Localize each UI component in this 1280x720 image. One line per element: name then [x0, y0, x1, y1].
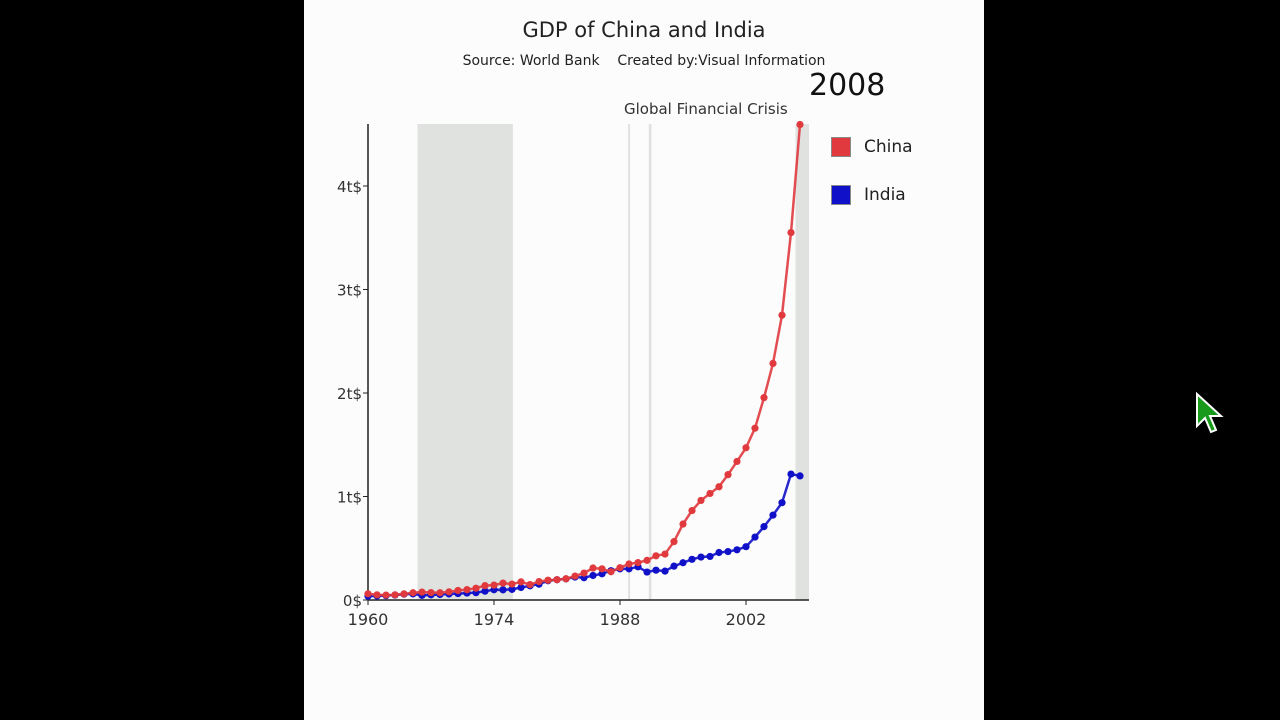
- data-point-china: [382, 591, 390, 599]
- legend-swatch-india: [831, 185, 851, 205]
- data-point-china: [661, 550, 669, 558]
- data-point-china: [634, 559, 642, 567]
- data-point-india: [499, 586, 507, 594]
- data-point-india: [742, 543, 750, 551]
- data-point-china: [400, 590, 408, 598]
- data-point-china: [769, 359, 777, 367]
- data-point-china: [553, 576, 561, 584]
- data-point-china: [616, 564, 624, 572]
- legend-item-india: India: [831, 185, 906, 205]
- shaded-period: [417, 124, 513, 600]
- legend-label-china: China: [864, 137, 913, 157]
- shaded-period: [795, 124, 809, 600]
- data-point-india: [724, 547, 732, 556]
- data-point-india: [715, 548, 723, 557]
- data-point-china: [454, 586, 462, 595]
- data-point-china: [463, 586, 471, 594]
- data-point-china: [697, 496, 705, 505]
- data-point-china: [679, 520, 687, 528]
- data-point-china: [760, 394, 768, 402]
- data-point-china: [778, 311, 786, 319]
- shaded-period: [648, 124, 652, 600]
- data-point-china: [751, 424, 759, 432]
- annotation-label: Global Financial Crisis: [624, 100, 788, 118]
- data-point-china: [670, 538, 678, 546]
- x-tick-label: 2002: [726, 610, 767, 629]
- data-point-china: [526, 580, 534, 589]
- data-point-india: [778, 499, 786, 507]
- data-point-india: [769, 511, 777, 519]
- data-point-china: [508, 580, 516, 588]
- data-point-china: [652, 552, 660, 560]
- data-point-china: [544, 576, 552, 584]
- data-point-china: [607, 568, 615, 576]
- data-point-india: [517, 583, 525, 592]
- legend-swatch-china: [831, 137, 851, 157]
- data-point-china: [688, 506, 696, 515]
- data-point-india: [481, 587, 489, 595]
- chart-panel: GDP of China and India Source: World Ban…: [304, 0, 984, 720]
- data-point-china: [589, 564, 597, 572]
- data-point-china: [445, 588, 453, 596]
- legend-item-china: China: [831, 137, 913, 157]
- data-point-india: [697, 553, 705, 561]
- data-point-china: [580, 569, 588, 577]
- y-tick-label: 3t$: [337, 282, 362, 300]
- data-point-china: [364, 590, 372, 598]
- data-point-india: [589, 571, 597, 580]
- data-point-china: [481, 582, 489, 590]
- data-point-india: [661, 567, 669, 575]
- x-tick-label: 1988: [600, 610, 641, 629]
- chart-title: GDP of China and India: [522, 18, 766, 42]
- y-tick-label: 0$: [343, 592, 362, 610]
- current-year-label: 2008: [809, 68, 886, 103]
- data-point-china: [409, 589, 417, 597]
- data-point-india: [796, 472, 804, 480]
- data-point-india: [760, 523, 768, 531]
- data-point-china: [796, 120, 804, 129]
- data-point-china: [715, 483, 723, 491]
- data-point-china: [535, 577, 543, 586]
- data-point-india: [787, 470, 795, 478]
- line-chart: 0$ 1t$ 2t$ 3t$ 4t$ 1960 1974 1988 2002: [337, 120, 809, 629]
- data-point-china: [517, 578, 525, 586]
- chart-subtitle: Source: World Bank Created by:Visual Inf…: [462, 53, 826, 69]
- data-point-china: [742, 444, 750, 452]
- data-point-china: [472, 584, 480, 592]
- data-point-india: [751, 533, 759, 541]
- data-point-india: [733, 546, 741, 554]
- x-tick-label: 1960: [348, 610, 389, 629]
- y-tick-label: 2t$: [337, 385, 362, 403]
- data-point-china: [373, 591, 381, 599]
- data-point-china: [391, 591, 399, 599]
- data-point-china: [733, 457, 741, 466]
- data-point-india: [508, 585, 516, 593]
- data-point-india: [706, 552, 714, 561]
- data-point-india: [598, 570, 606, 578]
- x-tick-label: 1974: [474, 610, 515, 629]
- data-point-india: [688, 555, 696, 563]
- data-point-china: [436, 589, 444, 597]
- data-point-india: [652, 566, 660, 574]
- data-point-china: [625, 560, 633, 568]
- data-point-china: [562, 575, 570, 583]
- data-point-india: [643, 568, 651, 576]
- data-point-china: [499, 579, 507, 587]
- legend-label-india: India: [864, 185, 906, 205]
- data-point-india: [670, 562, 678, 570]
- data-point-china: [490, 581, 498, 589]
- data-point-china: [787, 228, 795, 237]
- data-point-india: [679, 559, 687, 567]
- y-tick-label: 1t$: [337, 489, 362, 507]
- data-point-china: [706, 489, 714, 498]
- data-point-china: [427, 588, 435, 597]
- data-point-china: [724, 471, 732, 479]
- y-tick-label: 4t$: [337, 178, 362, 196]
- data-point-china: [598, 565, 606, 573]
- data-point-china: [418, 588, 426, 596]
- data-point-china: [643, 556, 651, 564]
- mouse-pointer-icon: [1196, 392, 1224, 434]
- shaded-period: [628, 124, 631, 600]
- data-point-china: [571, 572, 579, 580]
